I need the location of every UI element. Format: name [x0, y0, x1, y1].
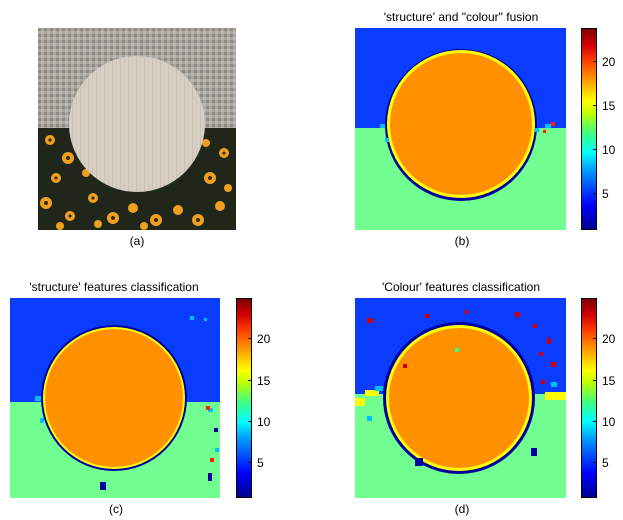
tick-mark: [593, 193, 597, 194]
flower-centers: [44, 138, 226, 222]
classification-map-d: [355, 298, 566, 498]
tick-mark: [248, 421, 252, 422]
classification-map-b-svg: [355, 28, 566, 230]
tick-mark: [593, 421, 597, 422]
edge-noise: [380, 124, 551, 142]
colorbar-c: [236, 298, 252, 498]
colorbar-tick-15: 15: [257, 374, 271, 388]
panel-title-c: 'structure' features classification: [29, 280, 199, 294]
wood-disc: [69, 56, 205, 192]
edge-noise-dark: [100, 428, 218, 490]
classification-map-b: [355, 28, 566, 230]
colorbar-tick-15: 15: [602, 99, 616, 113]
tick-mark: [593, 105, 597, 106]
tick-mark: [248, 462, 252, 463]
noise-yellow: [355, 390, 566, 406]
colorbar-tick-5: 5: [602, 187, 609, 201]
colorbar-tick-15: 15: [602, 374, 616, 388]
noise-cyan: [367, 382, 557, 421]
caption-d: (d): [454, 502, 470, 516]
edge-noise: [35, 316, 219, 452]
panel-title-d: 'Colour' features classification: [382, 280, 540, 294]
colorbar-tick-20: 20: [602, 55, 616, 69]
caption-b: (b): [454, 234, 470, 248]
orange-region: [45, 329, 183, 467]
classification-map-d-svg: [355, 298, 566, 498]
panel-title-b: 'structure' and "colour" fusion: [383, 10, 539, 24]
edge-noise-red: [543, 122, 555, 133]
tick-mark: [593, 462, 597, 463]
edge-noise-red: [206, 406, 214, 462]
orange-region: [389, 328, 529, 468]
source-image: [38, 28, 236, 230]
orange-region: [390, 53, 532, 195]
tick-mark: [593, 61, 597, 62]
colorbar-d: [581, 298, 597, 498]
colorbar-b: [581, 28, 597, 230]
colorbar-tick-5: 5: [602, 456, 609, 470]
source-image-svg: [38, 28, 236, 230]
classification-map-c-svg: [10, 298, 220, 498]
tick-mark: [593, 338, 597, 339]
colorbar-tick-10: 10: [257, 415, 271, 429]
caption-c: (c): [109, 502, 123, 516]
colorbar-tick-20: 20: [257, 332, 271, 346]
colorbar-tick-10: 10: [602, 415, 616, 429]
tick-mark: [593, 380, 597, 381]
noise-red: [367, 310, 556, 384]
noise-green: [455, 348, 459, 352]
classification-map-c: [10, 298, 220, 498]
colorbar-tick-5: 5: [257, 456, 264, 470]
colorbar-tick-20: 20: [602, 332, 616, 346]
tick-mark: [593, 149, 597, 150]
caption-a: (a): [129, 234, 145, 248]
colorbar-tick-10: 10: [602, 143, 616, 157]
tick-mark: [248, 338, 252, 339]
tick-mark: [248, 380, 252, 381]
noise-dark: [415, 448, 537, 466]
